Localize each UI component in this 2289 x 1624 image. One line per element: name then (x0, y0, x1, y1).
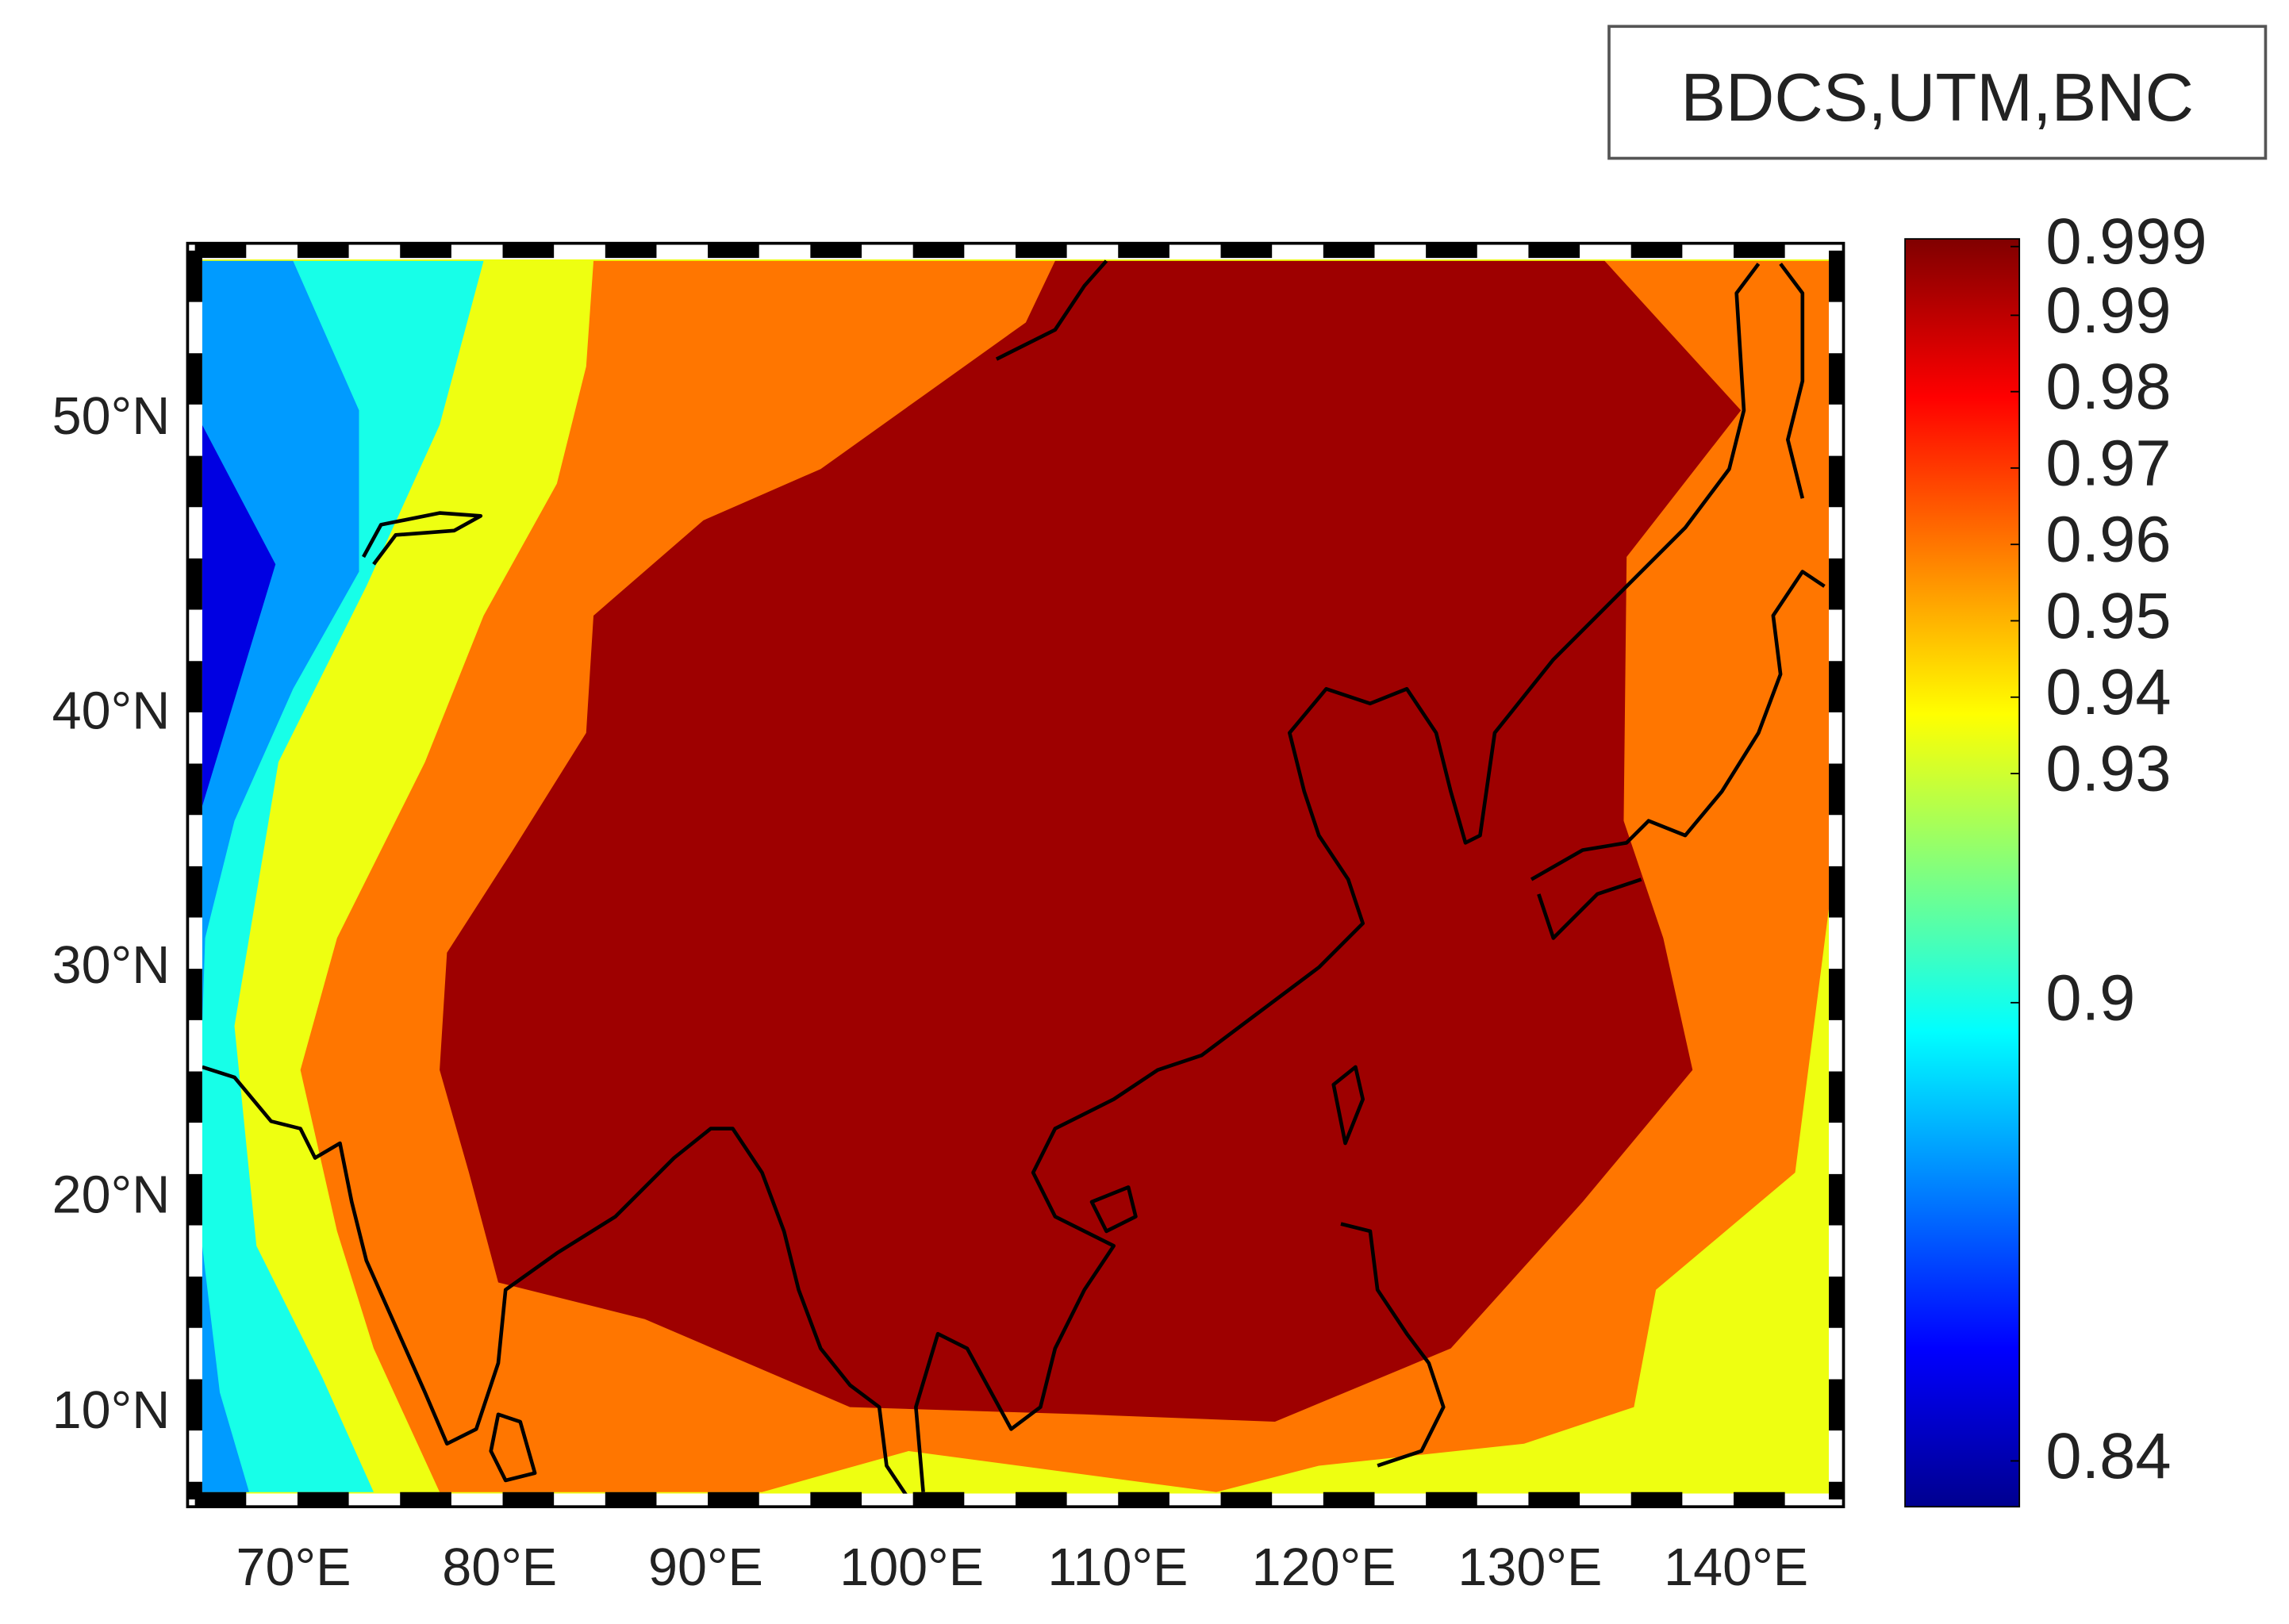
y-tick-label: 30°N (52, 936, 171, 995)
contour-region (202, 424, 276, 807)
colorbar-tick-label: 0.94 (2045, 656, 2171, 728)
x-tick-label: 70°E (236, 1538, 351, 1597)
legend-label: BDCS,UTM,BNC (1680, 60, 2194, 136)
colorbar-tick-label: 0.999 (2045, 205, 2206, 278)
contour-region (440, 260, 1742, 1422)
y-tick-label: 20°N (52, 1165, 171, 1224)
x-tick-label: 110°E (1047, 1538, 1188, 1597)
map (202, 259, 1830, 1494)
frame-border (187, 243, 1844, 1507)
x-tick-label: 90°E (648, 1538, 763, 1597)
colorbar-tick-label: 0.93 (2045, 732, 2171, 804)
colorbar (1904, 238, 2021, 1508)
coastlines (202, 259, 1826, 1494)
x-tick-label: 100°E (839, 1538, 984, 1597)
colorbar-tick-label: 0.96 (2045, 504, 2171, 576)
colorbar-tick-label: 0.9 (2045, 962, 2135, 1034)
x-tick-label: 120°E (1252, 1538, 1396, 1597)
x-tick-label: 140°E (1664, 1538, 1808, 1597)
colorbar-tick-label: 0.84 (2045, 1420, 2171, 1492)
y-tick-label: 50°N (52, 387, 171, 446)
colorbar-tick-label: 0.97 (2045, 427, 2171, 499)
x-tick-label: 130°E (1458, 1538, 1602, 1597)
colorbar-tick-label: 0.95 (2045, 580, 2171, 652)
colorbar-tick-label: 0.99 (2045, 275, 2171, 347)
x-tick-label: 80°E (442, 1538, 557, 1597)
colorbar-tick-label: 0.98 (2045, 351, 2171, 423)
legend-box (1607, 25, 2268, 160)
y-tick-label: 10°N (52, 1381, 171, 1440)
y-tick-label: 40°N (52, 682, 171, 741)
